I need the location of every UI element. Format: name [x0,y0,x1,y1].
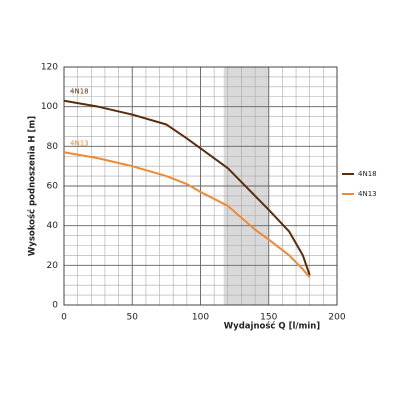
y-tick-label: 40 [47,221,59,231]
legend-label: 4N18 [358,170,377,178]
x-tick-label: 200 [328,313,345,323]
y-tick-label: 80 [47,142,59,152]
legend-label: 4N13 [358,190,377,198]
line-label: 4N13 [70,139,89,147]
series-line [63,99,311,276]
x-tick-label: 0 [61,313,67,323]
y-tick-label: 100 [41,102,58,112]
y-axis-title: Wysokość podnoszenia H [m] [27,116,38,256]
series-line [63,151,311,278]
y-tick-label: 20 [47,261,59,271]
y-tick-label: 60 [47,182,59,192]
x-axis-title: Wydajność Q [l/min] [224,321,321,332]
line-label: 4N18 [70,88,89,96]
x-tick-label: 100 [192,313,209,323]
x-tick-label: 50 [127,313,139,323]
y-tick-label: 0 [52,301,58,311]
plot-frame [63,66,338,306]
y-tick-label: 120 [41,63,58,73]
x-tick-label: 150 [260,313,277,323]
